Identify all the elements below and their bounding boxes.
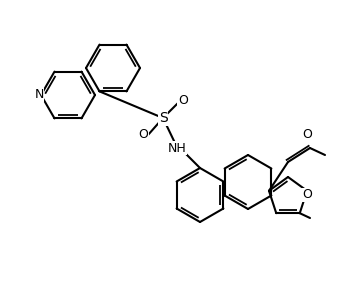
Text: O: O: [302, 188, 312, 201]
Text: NH: NH: [168, 141, 186, 154]
Text: N: N: [34, 88, 44, 101]
Text: O: O: [178, 94, 188, 107]
Text: O: O: [138, 128, 148, 141]
Text: O: O: [302, 128, 312, 141]
Text: S: S: [159, 111, 167, 125]
